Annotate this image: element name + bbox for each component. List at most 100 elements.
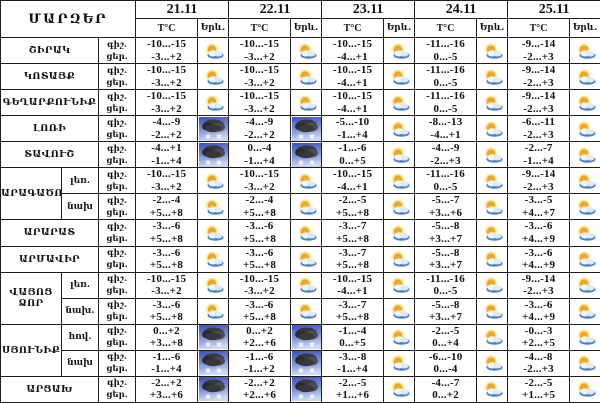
temp-cell: -11...-16 0...-5	[414, 167, 478, 195]
phenomenon-cell	[383, 219, 416, 247]
phenomenon-cell	[290, 167, 323, 195]
day-temp: -4...+1	[337, 50, 368, 63]
phenomenon-header-1: Երև.	[197, 18, 230, 38]
phenomenon-cell	[290, 219, 323, 247]
cloud	[300, 310, 317, 319]
temp-header-5: T°C	[507, 18, 571, 38]
phenomenon-cell	[383, 89, 416, 117]
cloud	[300, 206, 317, 215]
phenomenon-cell	[290, 271, 323, 299]
cloud	[393, 75, 410, 85]
day-temp: -4...+1	[337, 285, 368, 298]
temp-cell: -2...-7 -1...+4	[507, 141, 571, 169]
night-temp: -10...-15	[239, 38, 280, 51]
cloud	[579, 180, 596, 189]
night-temp: -11...-16	[426, 90, 465, 103]
temp-cell: -0...-3 +2...+5	[507, 323, 571, 351]
night-temp: -2...-5	[524, 376, 553, 389]
dark-cloud	[201, 379, 225, 393]
table-row: ԼՈՌԻ գիշ. ցեր. -4...-9 -2...+2 -4...-9 -2...+2…	[0, 115, 600, 143]
daypart-labels: գիշ. ցեր.	[97, 323, 137, 351]
phenomenon-cell	[383, 323, 416, 351]
partly-cloudy-icon	[484, 69, 503, 85]
phenomenon-cell	[476, 271, 509, 299]
night-label: գիշ.	[107, 352, 127, 363]
phenomenon-cell	[197, 36, 230, 65]
snowflake	[215, 394, 222, 400]
subarea-label: նախ	[61, 349, 99, 377]
day-label: ցեր.	[106, 77, 128, 88]
partly-cloudy-icon	[298, 277, 317, 293]
night-temp: -8...-13	[428, 116, 463, 129]
cloud	[579, 75, 596, 85]
night-temp: -9...-14	[521, 38, 556, 51]
region-name: ԱՐՄԱՎԻՐ	[0, 245, 99, 273]
region-name: ՍՅՈՒՆԻՔ	[0, 323, 62, 377]
snow-icon	[291, 377, 321, 402]
partly-cloudy-icon	[484, 329, 503, 346]
temp-cell: -3...-6 +4...+9	[507, 245, 571, 273]
day-temp: +4...+9	[521, 259, 556, 272]
partly-cloudy-icon	[391, 303, 410, 319]
night-temp: -1...-6	[338, 142, 367, 155]
day-temp: +3...+7	[428, 232, 463, 245]
day-label: ցեր.	[106, 103, 128, 114]
table-row: ԳԵՂԱՐՔՈՒՆԻՔ գիշ. ցեր. -10...-15 -3...+2 -10..…	[0, 89, 600, 117]
day-temp: 0...+2	[432, 389, 459, 402]
snow-icon	[198, 325, 228, 350]
day-temp: -2...+2	[244, 128, 275, 141]
snow-icon	[198, 351, 228, 376]
partly-cloudy-icon	[205, 251, 224, 267]
night-temp: -3...-6	[524, 298, 553, 311]
night-temp: -2...+2	[151, 376, 182, 389]
partly-cloudy-icon	[484, 225, 503, 241]
cloud	[579, 284, 596, 293]
cloud	[207, 310, 224, 319]
temp-cell: -5...-8 +3...+7	[414, 219, 478, 247]
temp-cell: -3...-6 +5...+8	[135, 297, 199, 325]
night-label: գիշ.	[107, 300, 127, 311]
phenomenon-cell	[197, 375, 230, 403]
night-temp: -10...-15	[146, 64, 187, 77]
subheader-row: T°C Երև. T°C Երև. T°C Երև. T°C Երև. T°C …	[1, 18, 600, 38]
day-label: ցեր.	[106, 312, 128, 323]
phenomenon-cell	[290, 349, 323, 377]
night-temp: -3...-6	[152, 220, 181, 233]
phenomenon-cell	[290, 89, 323, 117]
cloud	[300, 101, 317, 111]
snowflake	[204, 133, 211, 139]
phenomenon-cell	[569, 219, 600, 247]
day-temp: -3...+2	[151, 285, 182, 298]
temp-cell: -3...-6 +5...+8	[228, 297, 292, 325]
cloud	[486, 101, 503, 111]
temp-header-4: T°C	[414, 18, 478, 38]
night-label: գիշ.	[107, 274, 127, 285]
dark-cloud	[294, 379, 318, 393]
partly-cloudy-icon	[484, 381, 503, 398]
day-label: ցեր.	[106, 155, 128, 166]
day-label: ցեր.	[106, 364, 128, 375]
partly-cloudy-icon	[484, 121, 503, 137]
temp-cell: -11...-16 0...-5	[414, 89, 478, 117]
day-temp: -3...+2	[244, 180, 275, 193]
cloud	[393, 388, 410, 398]
snowflake	[297, 159, 304, 165]
phenomenon-cell	[290, 115, 323, 143]
phenomenon-header-4: Երև.	[476, 18, 509, 38]
dark-cloud	[294, 353, 318, 367]
temp-cell: 0...+2 +3...+8	[135, 323, 199, 351]
night-label: գիշ.	[107, 143, 127, 154]
night-temp: -10...-15	[239, 168, 280, 181]
temp-cell: -3...-6 +4...+9	[507, 219, 571, 247]
cloud	[393, 180, 410, 189]
night-temp: -10...-15	[332, 272, 373, 285]
daypart-labels: գիշ. ցեր.	[97, 167, 137, 195]
daypart-labels: գիշ. ցեր.	[97, 141, 137, 169]
temp-cell: -2...+2 +3...+6	[135, 375, 199, 403]
phenomenon-cell	[383, 349, 416, 377]
temp-cell: -4...-8 -2...+3	[507, 349, 571, 377]
table-row: ԱՐԱԳԱԾՈՏՆլեռ.գիշ.ցեր.-10...-15-3...+2-10…	[0, 167, 600, 221]
day-temp: 0...-5	[433, 285, 458, 298]
snowflake	[308, 133, 315, 139]
